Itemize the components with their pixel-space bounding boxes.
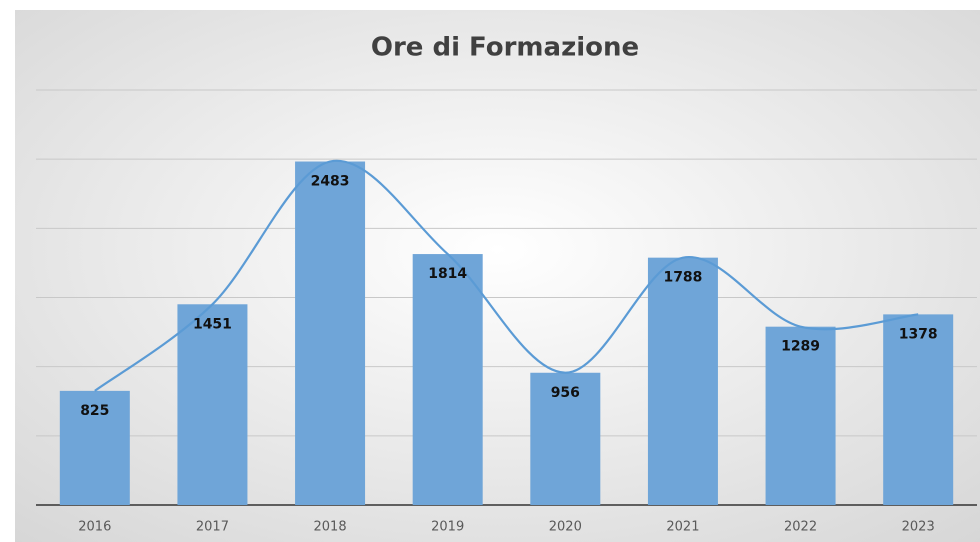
trend-line — [94, 159, 919, 392]
x-tick-label: 2019 — [431, 520, 464, 535]
data-label: 956 — [551, 385, 580, 401]
x-tick-label: 2017 — [196, 520, 229, 535]
data-label: 2483 — [311, 174, 350, 190]
x-tick-label: 2023 — [902, 520, 935, 535]
data-label: 825 — [80, 403, 109, 419]
bar — [412, 254, 483, 505]
bar — [530, 372, 601, 505]
data-label: 1788 — [663, 270, 702, 286]
data-label: 1289 — [781, 339, 820, 355]
bar — [883, 314, 954, 505]
data-label: 1451 — [193, 316, 232, 332]
x-tick-label: 2018 — [314, 520, 347, 535]
bar — [59, 390, 130, 505]
x-tick-label: 2016 — [78, 520, 111, 535]
x-tick-label: 2021 — [666, 520, 699, 535]
bar — [765, 326, 836, 505]
x-tick-label: 2020 — [549, 520, 582, 535]
bar — [295, 161, 366, 506]
data-label: 1378 — [899, 326, 938, 342]
bar — [647, 257, 718, 505]
x-tick-label: 2022 — [784, 520, 817, 535]
data-label: 1814 — [428, 266, 467, 282]
chart-title: Ore di Formazione — [371, 33, 639, 63]
bar — [177, 304, 248, 505]
